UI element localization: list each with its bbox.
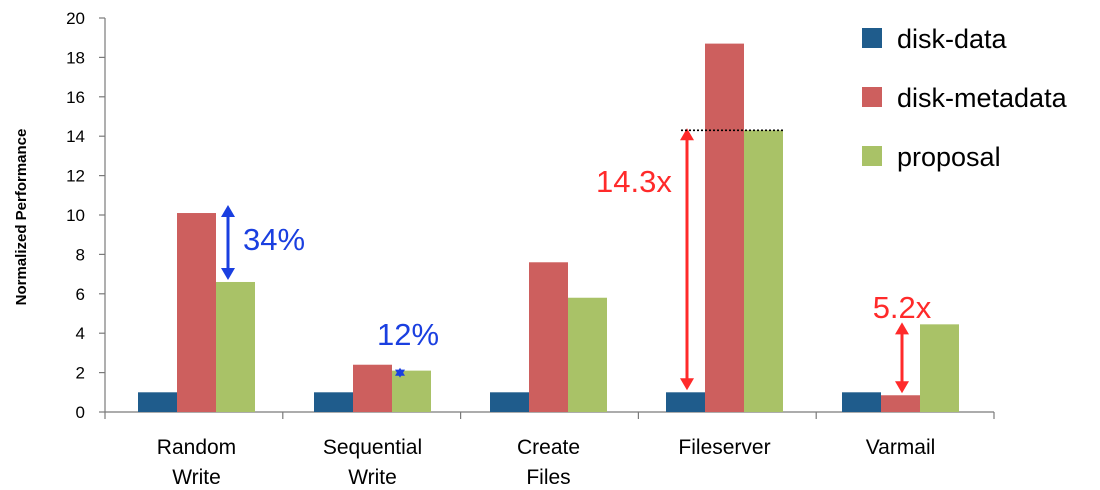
y-tick-label: 2 [76,364,85,383]
bar-disk-metadata [881,395,920,412]
category-label: Create [517,436,580,459]
y-tick-label: 6 [76,285,85,304]
y-tick-label: 12 [66,167,85,186]
annotation-label: 5.2x [873,290,932,325]
bar-disk-metadata [705,43,744,413]
annotation-arrow [680,128,694,391]
bar-disk-metadata [353,364,392,412]
legend-swatch-proposal [862,146,882,166]
arrow-head-down [895,381,909,394]
arrow-head-up [221,205,235,218]
bar-proposal [920,324,959,412]
y-tick-label: 14 [66,127,85,146]
bar-proposal [744,130,783,413]
category-label: Write [172,466,221,489]
category-label: Random [157,436,236,459]
y-tick-label: 8 [76,245,85,264]
category-label: Write [348,466,397,489]
annotation-label: 34% [243,222,305,257]
bar-disk-metadata [177,213,216,412]
category-label: Files [526,466,570,489]
legend-swatch-disk-data [862,28,882,48]
y-tick-label: 10 [66,206,85,225]
annotations: 34% 12% 14.3x 5.2x [221,128,932,394]
bar-disk-data [666,392,705,412]
axes: 0 2 4 6 8 10 12 14 16 18 20 Random Write Sequential Wr… [66,9,995,489]
annotation-arrow [895,322,909,394]
y-tick-label: 20 [66,9,85,28]
category-label: Sequential [323,436,422,459]
legend-label-proposal: proposal [897,142,1001,172]
annotation-arrow [221,205,235,280]
bar-disk-data [842,392,881,412]
y-tick-label: 16 [66,88,85,107]
y-tick-label: 0 [76,403,85,422]
arrow-head-down [395,369,405,378]
y-tick-label: 4 [76,324,85,343]
bar-disk-data [138,392,177,412]
bar-proposal [392,370,431,412]
legend-label-disk-data: disk-data [897,24,1008,54]
bar-proposal [568,297,607,412]
arrow-head-down [680,378,694,391]
arrow-head-down [221,267,235,280]
category-label: Fileserver [678,436,770,459]
arrow-head-up [680,128,694,141]
bar-disk-data [314,392,353,412]
bar-disk-metadata [529,262,568,412]
category-label: Varmail [866,436,936,459]
legend: disk-data disk-metadata proposal [862,24,1068,172]
y-axis-label: Normalized Performance [13,129,30,306]
bar-disk-data [490,392,529,412]
arrow-head-up [895,322,909,335]
bars [138,43,959,413]
annotation-label: 14.3x [596,164,672,199]
bar-proposal [216,281,255,412]
annotation-arrow [395,367,405,378]
legend-label-disk-metadata: disk-metadata [897,83,1068,113]
annotation-label: 12% [377,317,439,352]
legend-swatch-disk-metadata [862,87,882,107]
y-tick-label: 18 [66,48,85,67]
